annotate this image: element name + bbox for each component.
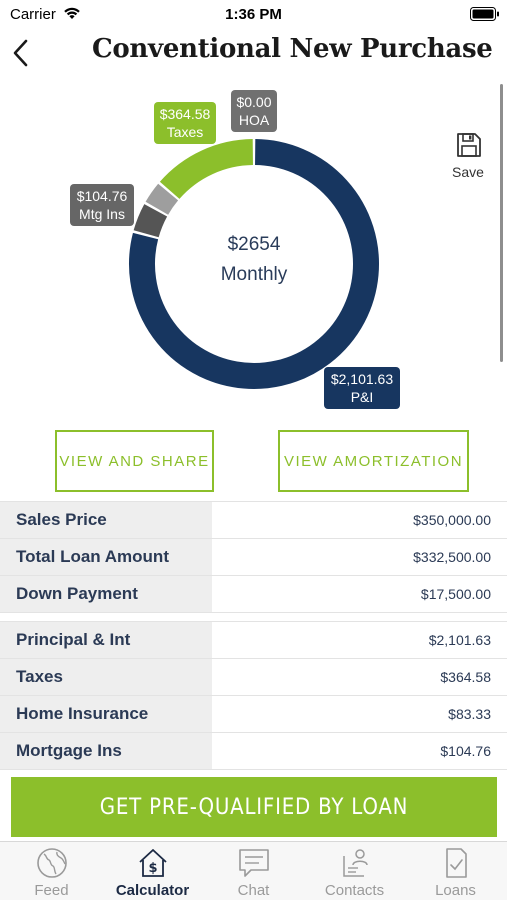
globe-icon: [37, 848, 67, 878]
tab-chat-label: Chat: [237, 882, 270, 899]
callout-pi: $2,101.63 P&I: [324, 367, 400, 409]
callout-mtg-amount: $104.76: [76, 188, 128, 204]
row-label: Taxes: [0, 659, 212, 695]
table-row: Home Insurance $83.33: [0, 696, 507, 733]
battery-icon: [470, 7, 500, 26]
callout-mtg-ins: $104.76 Mtg Ins: [70, 184, 134, 226]
center-amount: $2654: [227, 234, 281, 255]
carrier-label: Carrier: [10, 6, 56, 23]
row-value: $104.76: [440, 743, 491, 759]
get-prequalified-button[interactable]: GET PRE-QUALIFIED BY LOAN: [11, 777, 497, 837]
status-time: 1:36 PM: [225, 6, 282, 23]
tab-calculator-label: Calculator: [115, 882, 190, 899]
callout-pi-amount: $2,101.63: [330, 371, 394, 387]
loans-icon: [446, 848, 467, 878]
wifi-icon: [62, 5, 82, 26]
table-row: Total Loan Amount $332,500.00: [0, 539, 507, 576]
center-label: Monthly: [220, 264, 288, 285]
table-row: Principal & Int $2,101.63: [0, 622, 507, 659]
row-label: Sales Price: [0, 502, 212, 538]
donut-slice-mtg-ins: [133, 204, 168, 238]
tab-contacts[interactable]: Contacts: [304, 842, 405, 900]
row-label: Total Loan Amount: [0, 539, 212, 575]
page-title: Conventional New Purchase: [92, 34, 493, 64]
contacts-icon: [343, 849, 368, 877]
callout-taxes-amount: $364.58: [159, 106, 211, 122]
view-and-share-button[interactable]: VIEW AND SHARE: [55, 430, 214, 492]
tab-bar: Feed $ Calculator Chat Contacts: [0, 841, 507, 900]
row-value: $17,500.00: [420, 586, 491, 602]
chat-icon: [239, 849, 269, 877]
tab-contacts-label: Contacts: [324, 882, 385, 899]
loan-summary-table: Sales Price $350,000.00 Total Loan Amoun…: [0, 501, 507, 613]
donut-slice-p-i: [129, 139, 379, 389]
back-button[interactable]: [10, 36, 36, 70]
row-value: $350,000.00: [413, 512, 491, 528]
table-row: Mortgage Ins $104.76: [0, 733, 507, 770]
view-amortization-button[interactable]: VIEW AMORTIZATION: [278, 430, 469, 492]
tab-loans[interactable]: Loans: [405, 842, 506, 900]
row-value: $332,500.00: [413, 549, 491, 565]
table-row: Taxes $364.58: [0, 659, 507, 696]
chevron-left-icon: [13, 39, 28, 67]
tab-chat[interactable]: Chat: [203, 842, 304, 900]
payment-chart: $2654 Monthly $0.00 HOA $364.58 Taxes $1…: [0, 78, 507, 423]
row-label: Down Payment: [0, 576, 212, 612]
row-label: Mortgage Ins: [0, 733, 212, 769]
row-value: $364.58: [440, 669, 491, 685]
row-value: $2,101.63: [428, 632, 491, 648]
row-label: Principal & Int: [0, 622, 212, 658]
donut-slice-taxes: [159, 139, 254, 200]
callout-pi-name: P&I: [350, 389, 374, 405]
svg-text:$: $: [148, 861, 157, 876]
table-row: Down Payment $17,500.00: [0, 576, 507, 613]
status-bar: Carrier 1:36 PM: [0, 0, 507, 28]
tab-loans-label: Loans: [435, 882, 476, 899]
row-value: $83.33: [448, 706, 491, 722]
callout-hoa: $0.00 HOA: [231, 90, 277, 132]
callout-hoa-name: HOA: [238, 112, 270, 128]
callout-taxes-name: Taxes: [166, 124, 204, 140]
tab-feed[interactable]: Feed: [1, 842, 102, 900]
tab-calculator[interactable]: $ Calculator: [102, 842, 203, 900]
floppy-disk-icon: [457, 133, 481, 157]
scrollbar[interactable]: [500, 84, 503, 362]
tab-feed-label: Feed: [34, 882, 69, 899]
nav-bar: Conventional New Purchase: [0, 28, 507, 76]
callout-mtg-name: Mtg Ins: [79, 206, 125, 222]
payment-breakdown-table: Principal & Int $2,101.63 Taxes $364.58 …: [0, 621, 507, 770]
calculator-house-icon: $: [139, 849, 167, 877]
save-label: Save: [452, 164, 484, 180]
callout-taxes: $364.58 Taxes: [154, 102, 216, 144]
donut-slice-home-insurance: [145, 183, 179, 215]
row-label: Home Insurance: [0, 696, 212, 732]
table-row: Sales Price $350,000.00: [0, 502, 507, 539]
callout-hoa-amount: $0.00: [236, 94, 272, 110]
donut-chart: [129, 139, 379, 389]
save-button[interactable]: Save: [446, 132, 490, 184]
